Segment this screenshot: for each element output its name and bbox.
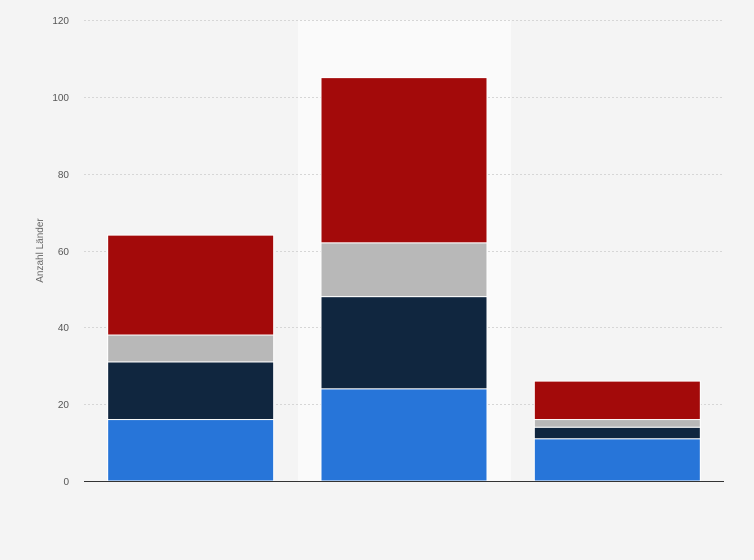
bars: [107, 77, 701, 482]
bar-segment-cat1-series1: [320, 296, 488, 390]
bar-segment-cat0-series3: [107, 234, 275, 336]
bar-segment-cat0-series2: [107, 334, 275, 363]
bar-segment-cat2-series3: [533, 380, 701, 421]
y-tick-label-60: 60: [58, 247, 70, 258]
bar-segment-cat0-series0: [107, 419, 275, 482]
y-tick-label-0: 0: [63, 477, 69, 488]
bar-segment-cat0-series1: [107, 361, 275, 421]
bar-segment-cat2-series2: [533, 419, 701, 428]
y-tick-label-120: 120: [52, 16, 69, 27]
bar-segment-cat1-series0: [320, 388, 488, 482]
bar-segment-cat1-series3: [320, 77, 488, 244]
y-tick-label-100: 100: [52, 93, 69, 104]
y-tick-label-20: 20: [58, 400, 70, 411]
bar-segment-cat2-series0: [533, 438, 701, 482]
y-tick-label-40: 40: [58, 323, 70, 334]
bar-segment-cat1-series2: [320, 242, 488, 298]
y-tick-label-80: 80: [58, 170, 70, 181]
bar-segment-cat2-series1: [533, 426, 701, 440]
y-axis-title: Anzahl Länder: [35, 218, 46, 283]
y-axis-tick-labels: 0 20 40 60 80 100 120: [52, 16, 69, 488]
